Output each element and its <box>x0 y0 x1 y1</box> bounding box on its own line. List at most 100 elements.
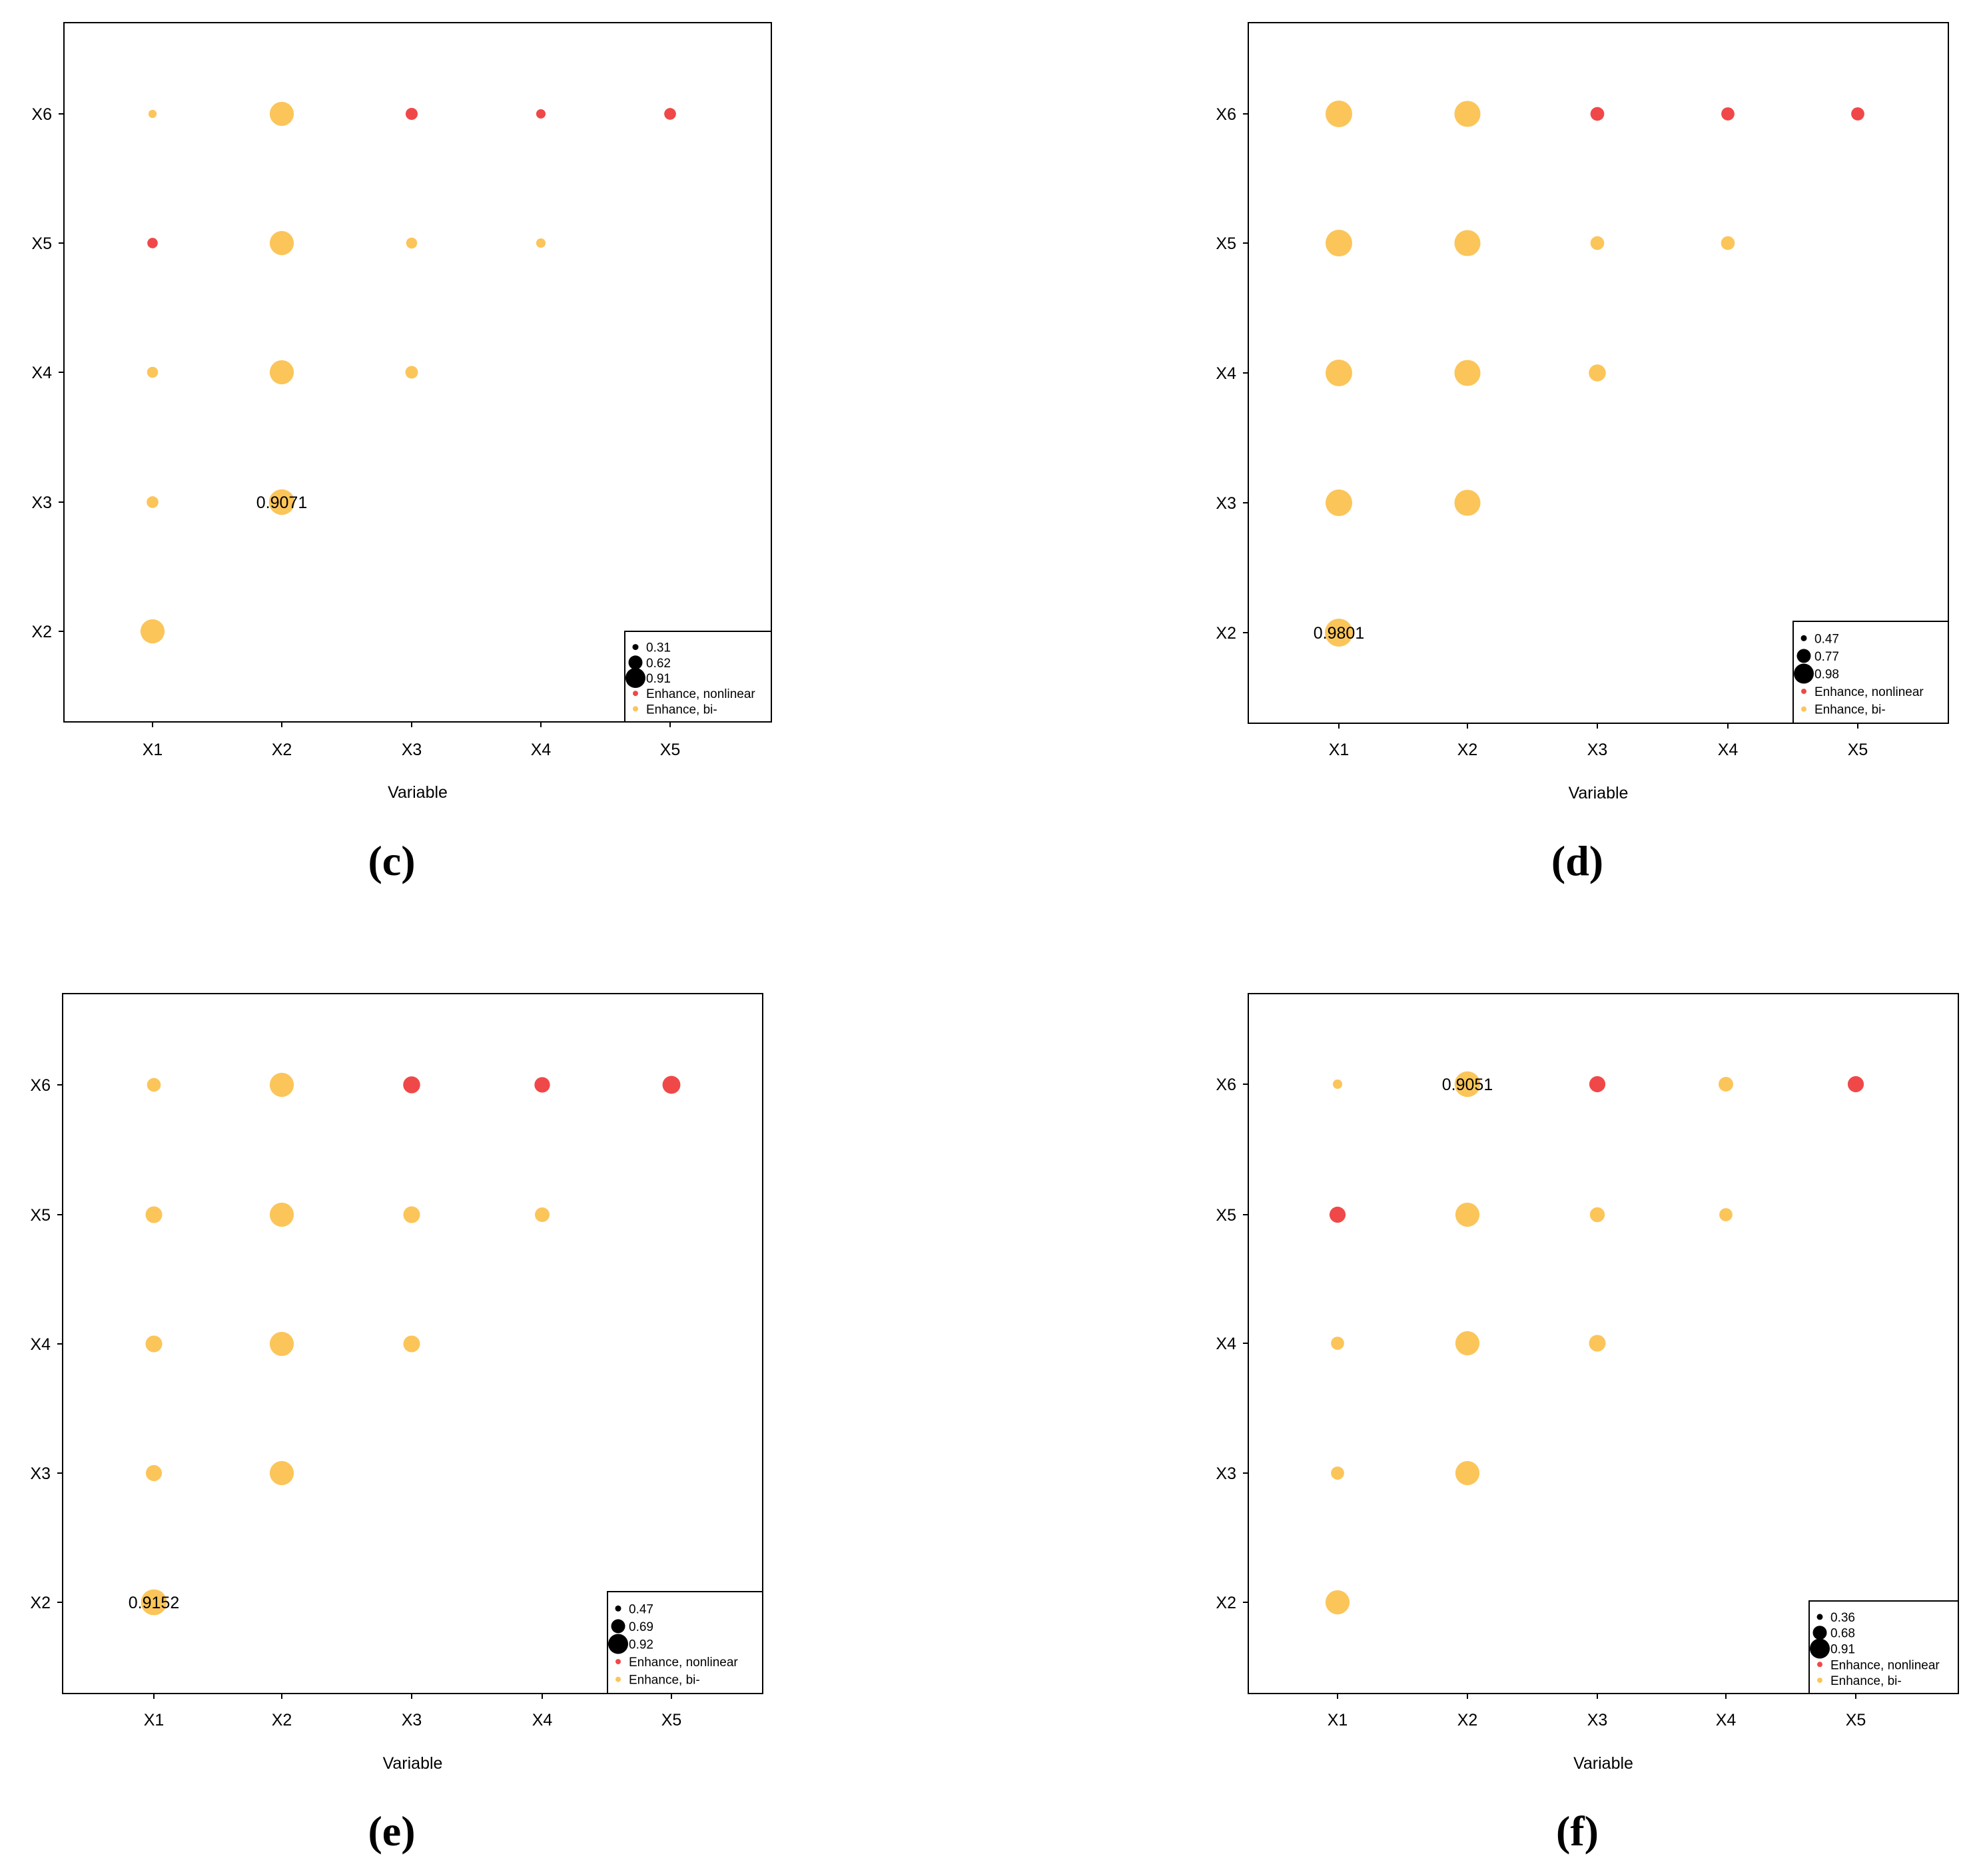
x-tick-label: X3 <box>402 741 422 759</box>
legend-color-symbol <box>1817 1662 1822 1668</box>
x-tick-label: X4 <box>532 1711 553 1729</box>
legend-color-symbol <box>1817 1678 1822 1684</box>
data-point <box>269 230 294 256</box>
x-tick-label: X1 <box>1329 741 1350 759</box>
data-point <box>1331 1466 1344 1480</box>
legend-size-label: 0.77 <box>1814 650 1839 664</box>
data-point <box>1721 107 1735 121</box>
legend-box <box>1808 1600 1959 1694</box>
data-point <box>269 1072 294 1097</box>
data-point <box>147 496 159 508</box>
y-tick-label: X4 <box>30 1335 51 1354</box>
data-point <box>1331 1337 1344 1350</box>
legend-size-label: 0.92 <box>629 1638 653 1652</box>
data-point <box>1325 229 1353 257</box>
data-point <box>1332 1079 1343 1090</box>
y-tick-label: X3 <box>1216 494 1236 513</box>
panel-2: X2 X3 X4 X5 X6 X1 X2 X3 X4 X5 Variable 0.9152 0.47 0.… <box>30 993 763 1773</box>
y-tick-label: X3 <box>31 493 52 512</box>
legend-color-label: Enhance, nonlinear <box>629 1656 738 1670</box>
x-tick-label: X3 <box>1587 1711 1608 1729</box>
data-point <box>1454 489 1481 516</box>
legend-color-symbol <box>1801 706 1806 712</box>
data-point <box>145 1335 163 1353</box>
data-point <box>1589 364 1606 382</box>
data-point <box>1590 236 1605 250</box>
x-tick-label: X2 <box>1457 741 1478 759</box>
legend-color-label: Enhance, bi- <box>629 1674 700 1688</box>
data-point <box>147 238 158 248</box>
y-tick-label: X4 <box>1216 364 1236 383</box>
y-tick-label: X5 <box>1216 1206 1236 1225</box>
data-point <box>664 108 676 120</box>
y-tick-label: X6 <box>31 105 52 124</box>
panel-caption: (e) <box>368 1807 415 1855</box>
legend-size-symbol <box>1812 1626 1827 1640</box>
data-point <box>403 1076 420 1094</box>
y-tick-label: X6 <box>30 1076 51 1095</box>
legend-color-symbol <box>633 691 638 697</box>
data-point <box>1454 1071 1481 1097</box>
legend-size-symbol <box>608 1634 628 1654</box>
panel-caption: (f) <box>1556 1807 1599 1855</box>
data-point <box>1324 618 1354 647</box>
legend-color-label: Enhance, bi- <box>1814 703 1886 717</box>
x-axis-label: Variable <box>388 783 448 802</box>
x-tick-label: X2 <box>272 1711 292 1729</box>
legend-size-label: 0.91 <box>1830 1643 1855 1657</box>
x-tick-label: X1 <box>143 741 163 759</box>
x-tick-label: X2 <box>272 741 292 759</box>
x-tick-label: X1 <box>144 1711 165 1729</box>
data-point <box>1325 489 1353 517</box>
data-point <box>140 619 165 644</box>
y-tick-label: X5 <box>1216 234 1236 253</box>
legend-size-symbol <box>611 1619 625 1634</box>
data-point <box>1851 107 1864 121</box>
x-tick-label: X3 <box>402 1711 422 1729</box>
x-tick-label: X5 <box>1846 1711 1866 1729</box>
legend-size-symbol <box>1794 663 1814 684</box>
legend-size-label: 0.47 <box>1814 632 1839 646</box>
data-point <box>269 1460 294 1486</box>
data-point <box>1454 230 1481 256</box>
data-point <box>269 1331 294 1357</box>
data-point <box>1719 1208 1733 1221</box>
legend-size-symbol <box>1810 1638 1830 1659</box>
data-point <box>1455 1331 1480 1356</box>
data-point <box>269 101 294 127</box>
data-point <box>405 366 418 379</box>
data-point <box>535 1207 550 1222</box>
legend-size-symbol <box>632 644 639 651</box>
data-point <box>1589 1076 1606 1093</box>
data-point <box>269 1202 294 1227</box>
legend-color-symbol <box>1801 689 1806 695</box>
legend-size-label: 0.68 <box>1830 1627 1855 1641</box>
data-point <box>1719 1077 1733 1092</box>
data-point <box>1589 1207 1605 1223</box>
data-point <box>1589 1335 1606 1352</box>
data-point <box>1455 1202 1480 1227</box>
x-tick-label: X3 <box>1587 741 1608 759</box>
data-point <box>1721 236 1735 250</box>
x-tick-label: X2 <box>1457 1711 1478 1729</box>
x-tick-label: X5 <box>1848 741 1868 759</box>
data-point <box>403 1206 420 1223</box>
data-point <box>269 360 294 385</box>
data-point <box>536 238 546 248</box>
x-tick-label: X4 <box>531 741 552 759</box>
data-point <box>145 1206 163 1223</box>
x-tick-label: X5 <box>661 1711 682 1729</box>
data-point <box>1325 359 1353 387</box>
y-tick-label: X4 <box>1216 1335 1236 1353</box>
legend-size-label: 0.31 <box>646 641 671 655</box>
x-tick-label: X5 <box>660 741 681 759</box>
data-point <box>148 109 157 119</box>
legend-color-label: Enhance, bi- <box>1830 1674 1902 1688</box>
legend-color-symbol <box>615 1676 621 1682</box>
x-tick-label: X1 <box>1328 1711 1348 1729</box>
legend-size-label: 0.91 <box>646 672 671 686</box>
legend-color-label: Enhance, bi- <box>646 703 717 717</box>
legend-box <box>1792 621 1949 724</box>
y-tick-label: X6 <box>1216 105 1236 124</box>
data-point <box>536 109 546 119</box>
